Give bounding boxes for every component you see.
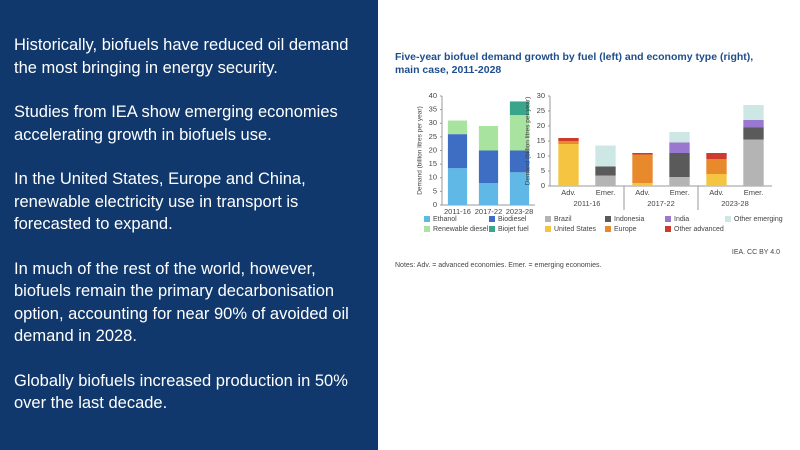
legend-label: India (674, 216, 689, 223)
y-axis-label: Demand (billion litres per year) (525, 97, 532, 186)
y-tick-label: 20 (429, 145, 437, 154)
legend-label: Europe (614, 226, 637, 233)
bar-segment (669, 177, 690, 186)
figure-title: Five-year biofuel demand growth by fuel … (395, 51, 754, 76)
bar-segment (743, 105, 764, 120)
y-tick-label: 25 (429, 132, 437, 141)
y-tick-label: 25 (537, 106, 545, 115)
paragraph: Studies from IEA show emerging economies… (14, 103, 338, 144)
group-label: 2023-28 (721, 199, 749, 208)
notes: Notes: Adv. = advanced economies. Emer. … (395, 262, 602, 269)
bar-segment (447, 168, 468, 205)
bar-segment (743, 120, 764, 128)
text-panel: Historically, biofuels have reduced oil … (0, 0, 378, 450)
bar-segment (558, 141, 579, 144)
legend-label: Other advanced (674, 226, 724, 233)
paragraph: In the United States, Europe and China, … (14, 170, 306, 233)
bar-segment (558, 138, 579, 141)
bar-segment (706, 153, 727, 159)
legend-label: Renewable diesel (433, 226, 489, 233)
x-tick-label: Adv. (635, 188, 649, 197)
bar-segment (669, 153, 690, 177)
bar-segment (706, 174, 727, 186)
y-tick-label: 15 (537, 136, 545, 145)
y-tick-label: 0 (433, 200, 437, 209)
bar-segment (595, 175, 616, 186)
legend-swatch (489, 216, 495, 222)
x-tick-label: 2017-22 (475, 207, 503, 216)
bar-segment (669, 132, 690, 143)
x-tick-label: Adv. (709, 188, 723, 197)
legend-label: Indonesia (614, 216, 644, 223)
bar-segment (743, 127, 764, 140)
bar-segment (706, 159, 727, 174)
x-tick-label: Emer. (744, 188, 764, 197)
legend-swatch (489, 226, 495, 232)
bar-segment (447, 120, 468, 135)
y-tick-label: 30 (537, 91, 545, 100)
legend-swatch (605, 216, 611, 222)
paragraph: Globally biofuels increased production i… (14, 371, 348, 413)
y-tick-label: 15 (429, 159, 437, 168)
y-tick-label: 0 (541, 181, 545, 190)
x-tick-label: Emer. (670, 188, 690, 197)
bar-segment (632, 183, 653, 186)
bar-segment (632, 153, 653, 155)
y-tick-label: 5 (433, 186, 437, 195)
bar-segment (447, 134, 468, 169)
legend-label: Biodiesel (498, 216, 527, 223)
group-label: 2011-16 (574, 199, 601, 208)
bar-segment (478, 125, 499, 151)
x-tick-label: Adv. (561, 188, 575, 197)
bar-segment (669, 142, 690, 153)
legend-swatch (424, 216, 430, 222)
bar-segment (509, 101, 530, 116)
bar-segment (509, 150, 530, 173)
group-label: 2017-22 (647, 199, 675, 208)
y-tick-label: 40 (429, 91, 437, 100)
bar-segment (509, 115, 530, 151)
bar-segment (509, 172, 530, 205)
bar-segment (558, 144, 579, 186)
legend-swatch (725, 216, 731, 222)
legend-label: Other emerging (734, 216, 783, 223)
y-tick-label: 10 (429, 173, 437, 182)
legend-swatch (665, 226, 671, 232)
credit: IEA. CC BY 4.0 (732, 249, 780, 256)
legend-label: United States (554, 226, 597, 233)
x-tick-label: 2023-28 (506, 207, 534, 216)
paragraph: In much of the rest of the world, howeve… (14, 259, 349, 346)
legend-label: Biojet fuel (498, 226, 529, 233)
legend-label: Brazil (554, 216, 572, 223)
bar-segment (595, 166, 616, 176)
legend-swatch (424, 226, 430, 232)
legend-swatch (545, 216, 551, 222)
y-tick-label: 10 (537, 151, 545, 160)
y-tick-label: 20 (537, 121, 545, 130)
bar-segment (478, 183, 499, 205)
x-tick-label: 2011-16 (444, 207, 471, 216)
bar-segment (478, 150, 499, 184)
x-tick-label: Emer. (596, 188, 616, 197)
bar-segment (595, 145, 616, 167)
legend-label: Ethanol (433, 216, 457, 223)
y-tick-label: 35 (429, 105, 437, 114)
y-tick-label: 30 (429, 118, 437, 127)
legend-swatch (665, 216, 671, 222)
y-axis-label: Demand (billion litres per year) (417, 106, 424, 195)
paragraphs: Historically, biofuels have reduced oil … (14, 34, 364, 437)
legend-swatch (545, 226, 551, 232)
bar-segment (743, 139, 764, 186)
legend-swatch (605, 226, 611, 232)
y-tick-label: 5 (541, 166, 545, 175)
paragraph: Historically, biofuels have reduced oil … (14, 36, 349, 77)
bar-segment (632, 154, 653, 183)
